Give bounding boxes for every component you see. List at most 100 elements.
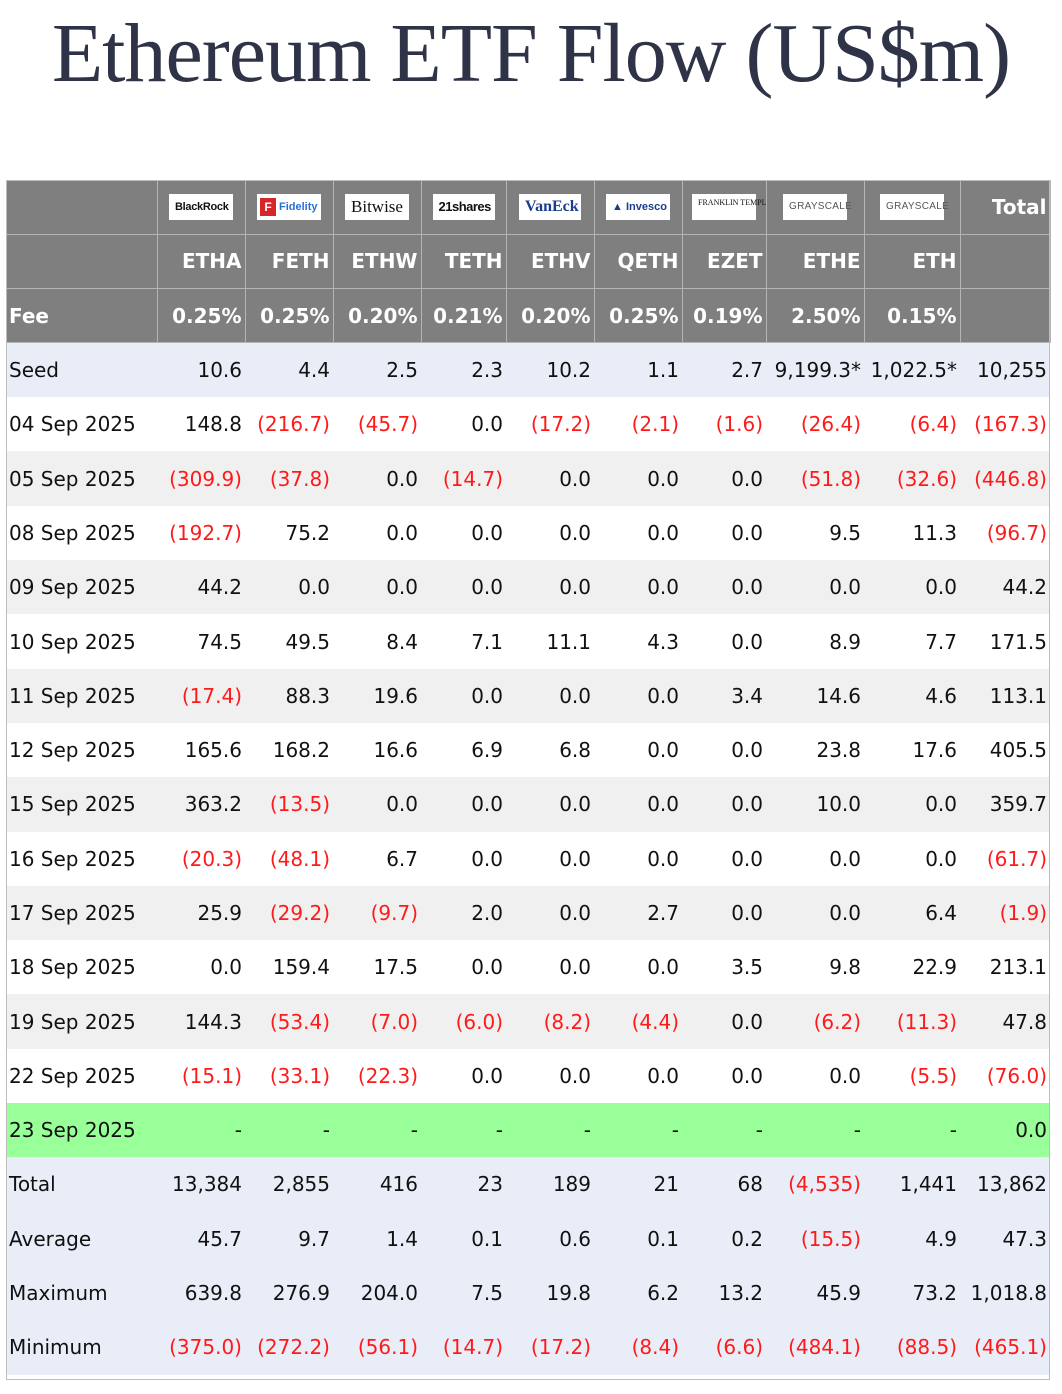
flow-value: 16.6 bbox=[333, 722, 421, 778]
flow-value: - bbox=[506, 1103, 594, 1158]
flow-value: 0.0 bbox=[682, 722, 766, 778]
row-total: 47.3 bbox=[960, 1211, 1050, 1266]
flow-value: (53.4) bbox=[245, 994, 333, 1049]
flow-value: (272.2) bbox=[245, 1320, 333, 1375]
flow-value: 1,022.5* bbox=[864, 342, 960, 398]
flow-value: 19.8 bbox=[506, 1265, 594, 1321]
flow-value: (17.2) bbox=[506, 397, 594, 452]
fee-value: 0.25% bbox=[594, 288, 683, 344]
flow-value: (5.5) bbox=[864, 1048, 960, 1104]
flow-value: (15.1) bbox=[157, 1048, 245, 1104]
flow-value: 3.5 bbox=[682, 940, 766, 995]
row-label: 08 Sep 2025 bbox=[6, 505, 157, 561]
fee-value: 0.25% bbox=[157, 288, 246, 344]
flow-value: (7.0) bbox=[333, 994, 421, 1049]
flow-value: 0.0 bbox=[594, 831, 682, 886]
flow-value: (4.4) bbox=[594, 994, 682, 1049]
flow-value: 10.2 bbox=[506, 342, 594, 398]
flow-value: (14.7) bbox=[421, 1320, 506, 1375]
flow-value: 639.8 bbox=[157, 1265, 245, 1321]
flow-value: (1.6) bbox=[682, 397, 766, 452]
flow-value: 0.0 bbox=[682, 885, 766, 941]
flow-value: 23.8 bbox=[766, 722, 864, 778]
flow-value: 0.0 bbox=[333, 777, 421, 832]
flow-value: 0.0 bbox=[594, 722, 682, 778]
row-label: 18 Sep 2025 bbox=[6, 940, 157, 995]
flow-value: 22.9 bbox=[864, 940, 960, 995]
table-row: 15 Sep 2025 363.2 (13.5) 0.0 0.0 0.0 0.0 0.0 10.… bbox=[6, 777, 1050, 832]
fee-label: Fee bbox=[6, 288, 158, 344]
flow-value: 14.6 bbox=[766, 668, 864, 723]
summary-row: Average 45.7 9.7 1.4 0.1 0.6 0.1 0.2 (15.5) 4.9 47… bbox=[6, 1211, 1050, 1266]
bitwise-logo: Bitwise bbox=[345, 194, 409, 221]
flow-value: 74.5 bbox=[157, 614, 245, 669]
grayscale-logo: GRAYSCALE bbox=[880, 194, 949, 221]
flow-value: 0.0 bbox=[594, 505, 682, 561]
row-total: (96.7) bbox=[960, 505, 1050, 561]
flow-value: 88.3 bbox=[245, 668, 333, 723]
flow-value: (17.4) bbox=[157, 668, 245, 723]
flow-value: 0.0 bbox=[594, 560, 682, 615]
row-total: 405.5 bbox=[960, 722, 1050, 778]
flow-value: (20.3) bbox=[157, 831, 245, 886]
flow-value: (8.2) bbox=[506, 994, 594, 1049]
row-total: (167.3) bbox=[960, 397, 1050, 452]
table-row: 05 Sep 2025 (309.9) (37.8) 0.0 (14.7) 0.0 0.0 0… bbox=[6, 451, 1050, 506]
flow-value: 0.0 bbox=[594, 1048, 682, 1104]
flow-value: 0.0 bbox=[245, 560, 333, 615]
flow-value: 0.0 bbox=[766, 560, 864, 615]
flow-value: 6.2 bbox=[594, 1265, 682, 1321]
flow-value: 0.0 bbox=[506, 505, 594, 561]
flow-value: 21 bbox=[594, 1157, 682, 1212]
flow-value: 0.0 bbox=[421, 940, 506, 995]
row-label: 19 Sep 2025 bbox=[6, 994, 157, 1049]
flow-value: 276.9 bbox=[245, 1265, 333, 1321]
row-total: 359.7 bbox=[960, 777, 1050, 832]
fee-header-row: Fee 0.25% 0.25% 0.20% 0.21% 0.20% 0.25% 0.19% 2… bbox=[6, 288, 1051, 344]
flow-value: 1.4 bbox=[333, 1211, 421, 1266]
flow-value: 363.2 bbox=[157, 777, 245, 832]
row-label: 16 Sep 2025 bbox=[6, 831, 157, 886]
flow-value: 9.7 bbox=[245, 1211, 333, 1266]
table-row: 10 Sep 2025 74.5 49.5 8.4 7.1 11.1 4.3 0.0 8.9 7.… bbox=[6, 614, 1050, 669]
flow-value: 0.0 bbox=[682, 560, 766, 615]
row-total: (465.1) bbox=[960, 1320, 1050, 1375]
ticker-header: ETHE bbox=[766, 234, 865, 290]
flow-value: 3.4 bbox=[682, 668, 766, 723]
row-label: 09 Sep 2025 bbox=[6, 560, 157, 615]
flow-value: 0.0 bbox=[421, 831, 506, 886]
flow-value: 416 bbox=[333, 1157, 421, 1212]
flow-value: (48.1) bbox=[245, 831, 333, 886]
row-label: 22 Sep 2025 bbox=[6, 1048, 157, 1104]
table-row: 11 Sep 2025 (17.4) 88.3 19.6 0.0 0.0 0.0 3.4 14.… bbox=[6, 668, 1050, 723]
flow-value: (29.2) bbox=[245, 885, 333, 941]
fee-value: 0.21% bbox=[421, 288, 507, 344]
row-label: 15 Sep 2025 bbox=[6, 777, 157, 832]
row-total: (76.0) bbox=[960, 1048, 1050, 1104]
ticker-header: QETH bbox=[594, 234, 683, 290]
flow-value: (216.7) bbox=[245, 397, 333, 452]
flow-value: 44.2 bbox=[157, 560, 245, 615]
flow-value: 159.4 bbox=[245, 940, 333, 995]
row-total: 10,255 bbox=[960, 342, 1050, 398]
flow-value: 45.7 bbox=[157, 1211, 245, 1266]
row-total: (1.9) bbox=[960, 885, 1050, 941]
table-row: 18 Sep 2025 0.0 159.4 17.5 0.0 0.0 0.0 3.5 9.8 22… bbox=[6, 940, 1050, 995]
flow-value: 0.0 bbox=[157, 940, 245, 995]
ticker-header: ETHW bbox=[333, 234, 422, 290]
ticker-header: EZET bbox=[682, 234, 767, 290]
ticker-header: TETH bbox=[421, 234, 507, 290]
21shares-logo: 21shares bbox=[432, 194, 495, 221]
flow-value: - bbox=[245, 1103, 333, 1158]
etf-flow-table: BlackRock F Fidelity Bitwise 21shares Van… bbox=[6, 180, 1051, 1375]
flow-value: (51.8) bbox=[766, 451, 864, 506]
flow-value: 7.1 bbox=[421, 614, 506, 669]
table-row: 12 Sep 2025 165.6 168.2 16.6 6.9 6.8 0.0 0.0 23.… bbox=[6, 722, 1050, 778]
flow-value: 0.0 bbox=[682, 994, 766, 1049]
row-total: (61.7) bbox=[960, 831, 1050, 886]
flow-value: - bbox=[864, 1103, 960, 1158]
ticker-header-row: ETHA FETH ETHW TETH ETHV QETH EZET ETHE ETH bbox=[6, 234, 1051, 290]
flow-value: 0.0 bbox=[682, 831, 766, 886]
row-total: 13,862 bbox=[960, 1157, 1050, 1212]
flow-value: (32.6) bbox=[864, 451, 960, 506]
